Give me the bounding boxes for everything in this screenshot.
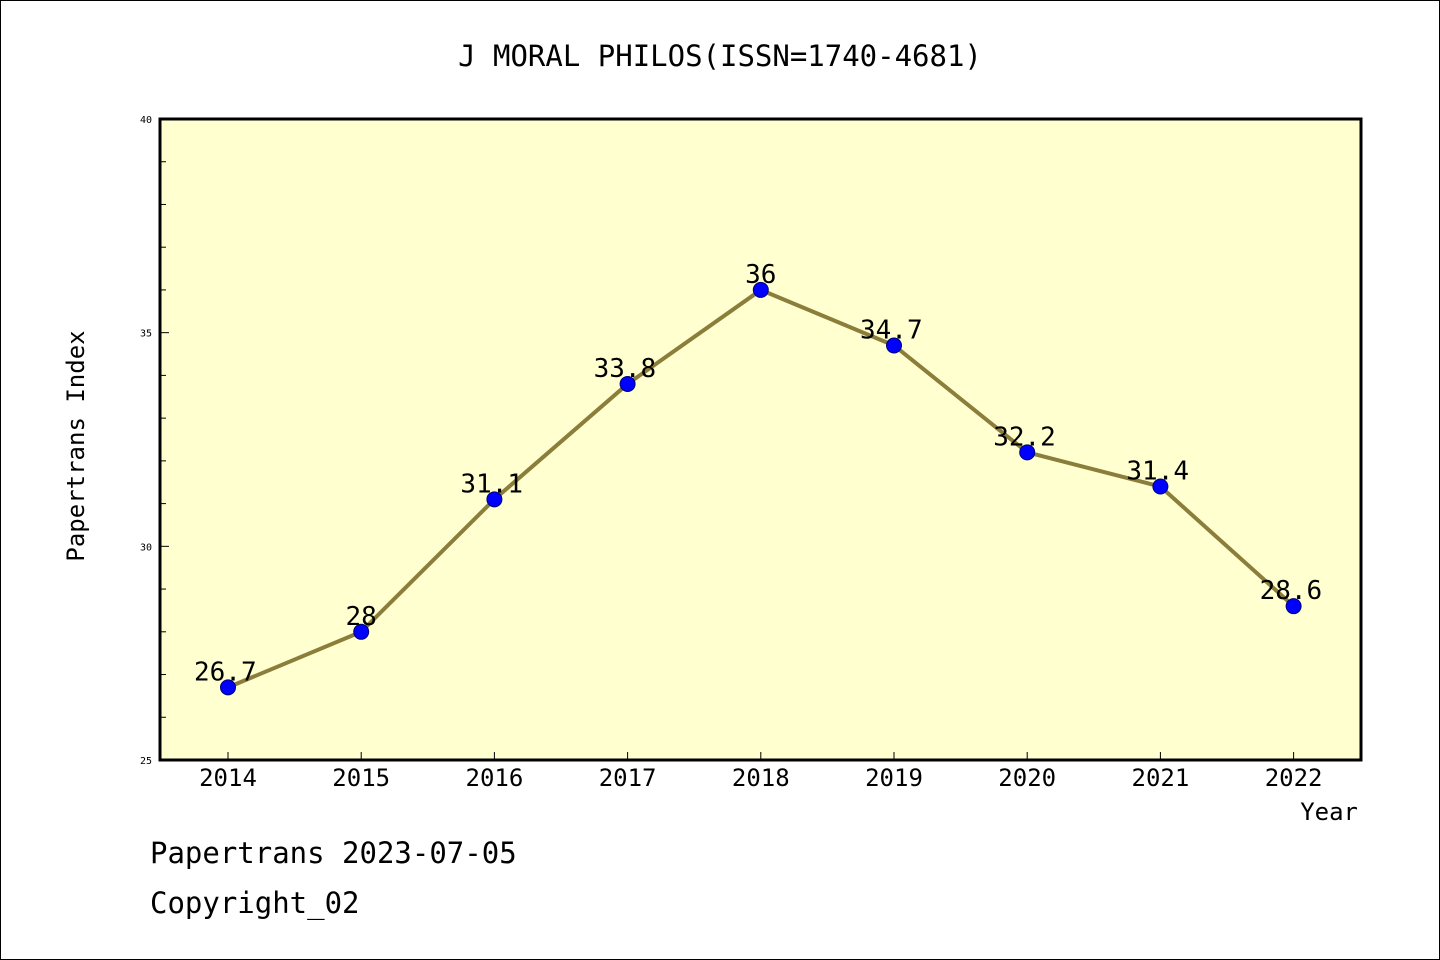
- y-axis-label: Papertrans Index: [62, 330, 90, 561]
- x-tick-label: 2019: [865, 764, 923, 792]
- x-tick-label: 2016: [466, 764, 524, 792]
- data-label: 26.7: [194, 657, 257, 687]
- x-tick-label: 2017: [599, 764, 657, 792]
- data-point: [619, 375, 636, 392]
- data-label: 33.8: [594, 354, 657, 384]
- data-label: 32.2: [993, 422, 1056, 452]
- plot-area: [158, 117, 1363, 762]
- y-axis: 25 30 35 40: [140, 115, 169, 767]
- footer-copyright: Copyright_02: [150, 886, 360, 920]
- data-label: 31.4: [1126, 457, 1189, 487]
- x-tick-label: 2020: [998, 764, 1056, 792]
- data-point: [886, 337, 902, 354]
- data-point: [1285, 598, 1302, 615]
- data-label: 28: [346, 602, 377, 632]
- y-tick-label: 40: [140, 115, 152, 126]
- y-tick-label: 25: [140, 756, 152, 767]
- series-layer: 26.7 28 31.1 33.8 36 34.7 32.2 31.4 28.6: [194, 260, 1323, 696]
- footer-date: Papertrans 2023-07-05: [150, 836, 517, 870]
- data-point: [752, 281, 769, 298]
- data-point: [486, 491, 503, 508]
- data-label: 36: [745, 260, 776, 290]
- x-tick-label: 2018: [732, 764, 790, 792]
- data-label: 31.1: [460, 469, 523, 499]
- chart-title: J MORAL PHILOS(ISSN=1740-4681): [458, 39, 982, 73]
- y-tick-label: 35: [140, 329, 152, 340]
- x-tick-label: 2015: [332, 764, 390, 792]
- x-axis: 2014 2015 2016 2017 2018 2019 2020 2021 2022: [199, 752, 1322, 792]
- x-tick-label: 2022: [1265, 764, 1323, 792]
- data-point: [1152, 478, 1169, 495]
- data-point: [353, 623, 370, 640]
- data-point: [1019, 444, 1036, 461]
- y-tick-label: 30: [140, 542, 152, 553]
- data-label: 34.7: [860, 315, 923, 345]
- x-tick-label: 2021: [1132, 764, 1190, 792]
- x-axis-label: Year: [1300, 798, 1358, 826]
- data-point: [220, 679, 236, 696]
- x-tick-label: 2014: [199, 764, 257, 792]
- data-label: 28.6: [1260, 576, 1323, 606]
